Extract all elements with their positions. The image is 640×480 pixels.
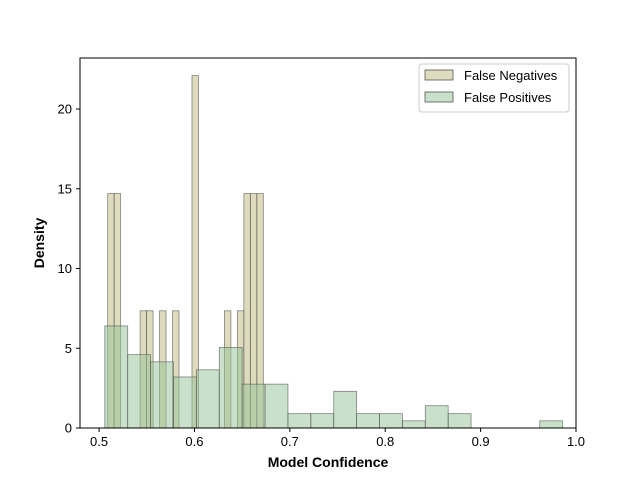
legend-box [418,63,570,113]
bar-false-positives-19 [539,420,564,429]
bar-false-positives-10 [333,390,358,429]
bar-false-positives-9 [310,413,335,429]
bar-false-positives-1 [127,354,151,429]
bar-false-positives-12 [379,413,403,429]
bar-false-positives-6 [241,383,266,429]
x-tick-label: 0.6 [185,434,203,449]
y-tick-label: 5 [65,341,72,356]
x-tick-label: 0.7 [281,434,299,449]
y-tick-label: 0 [65,421,72,436]
x-tick-label: 0.5 [90,434,108,449]
x-axis-label: Model Confidence [268,454,389,470]
bar-false-positives-0 [104,325,129,429]
x-tick-label: 0.9 [472,434,490,449]
legend-label-false-negatives: False Negatives [464,68,558,83]
bar-false-positives-2 [150,361,174,429]
y-axis-label: Density [31,218,47,269]
y-tick-label: 10 [58,261,72,276]
y-tick-label: 15 [58,181,72,196]
bar-false-positives-7 [264,383,289,429]
x-tick-label: 0.8 [376,434,394,449]
x-axis: 0.5 0.6 0.7 0.8 0.9 1.0 [90,428,585,449]
x-tick-label: 1.0 [567,434,585,449]
bars-layer [104,75,564,429]
bar-false-positives-8 [287,413,312,429]
legend-swatch-false-positives [424,91,454,103]
bar-false-positives-11 [356,413,380,429]
bar-false-positives-4 [195,369,220,429]
y-tick-label: 20 [58,102,72,117]
legend: False Negatives False Positives [418,63,570,113]
y-axis: 0 5 10 15 20 [58,102,80,436]
bar-false-positives-15 [447,413,472,429]
legend-label-false-positives: False Positives [464,90,552,105]
bar-false-positives-13 [401,420,426,429]
legend-swatch-false-negatives [424,69,454,81]
bar-false-positives-3 [173,376,197,429]
plot-frame [79,57,577,429]
bar-false-positives-14 [424,405,449,429]
bar-false-positives-5 [218,347,243,429]
